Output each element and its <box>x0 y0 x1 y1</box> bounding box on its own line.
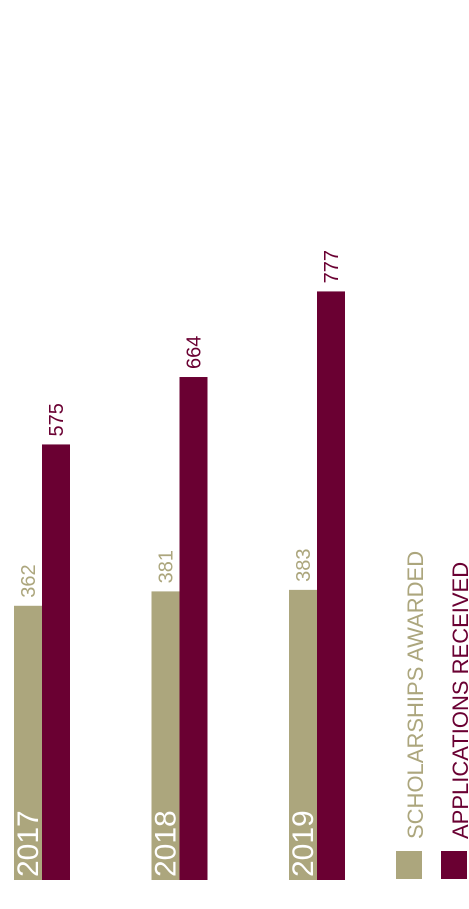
bar-2018-series-1 <box>179 377 208 880</box>
legend-label-0: SCHOLARSHIPS AWARDED <box>403 551 428 839</box>
bar-2019-series-0 <box>289 589 317 880</box>
value-label-2017-series-1: 575 <box>46 403 68 436</box>
value-label-2019-series-1: 777 <box>321 250 343 283</box>
labels-layer: 362 575 2017 381 664 2018 383 777 2019 <box>12 250 343 877</box>
value-label-2018-series-0: 381 <box>156 550 178 583</box>
category-label-2018: 2018 <box>150 810 183 877</box>
legend-swatch-1 <box>441 851 467 879</box>
bar-2019-series-1 <box>317 291 345 880</box>
value-label-2019-series-0: 383 <box>293 549 315 582</box>
legend: SCHOLARSHIPS AWARDED APPLICATIONS RECEIVE… <box>396 551 469 879</box>
bar-2017-series-1 <box>42 444 70 880</box>
category-label-2019: 2019 <box>287 810 320 877</box>
legend-label-1: APPLICATIONS RECEIVED <box>448 562 469 839</box>
bar-2017-series-0 <box>14 605 42 880</box>
bars-layer <box>14 291 345 880</box>
legend-swatch-0 <box>396 851 422 879</box>
value-label-2018-series-1: 664 <box>184 336 206 369</box>
value-label-2017-series-0: 362 <box>18 564 40 597</box>
category-label-2017: 2017 <box>12 810 45 877</box>
bar-2018-series-0 <box>151 591 180 880</box>
